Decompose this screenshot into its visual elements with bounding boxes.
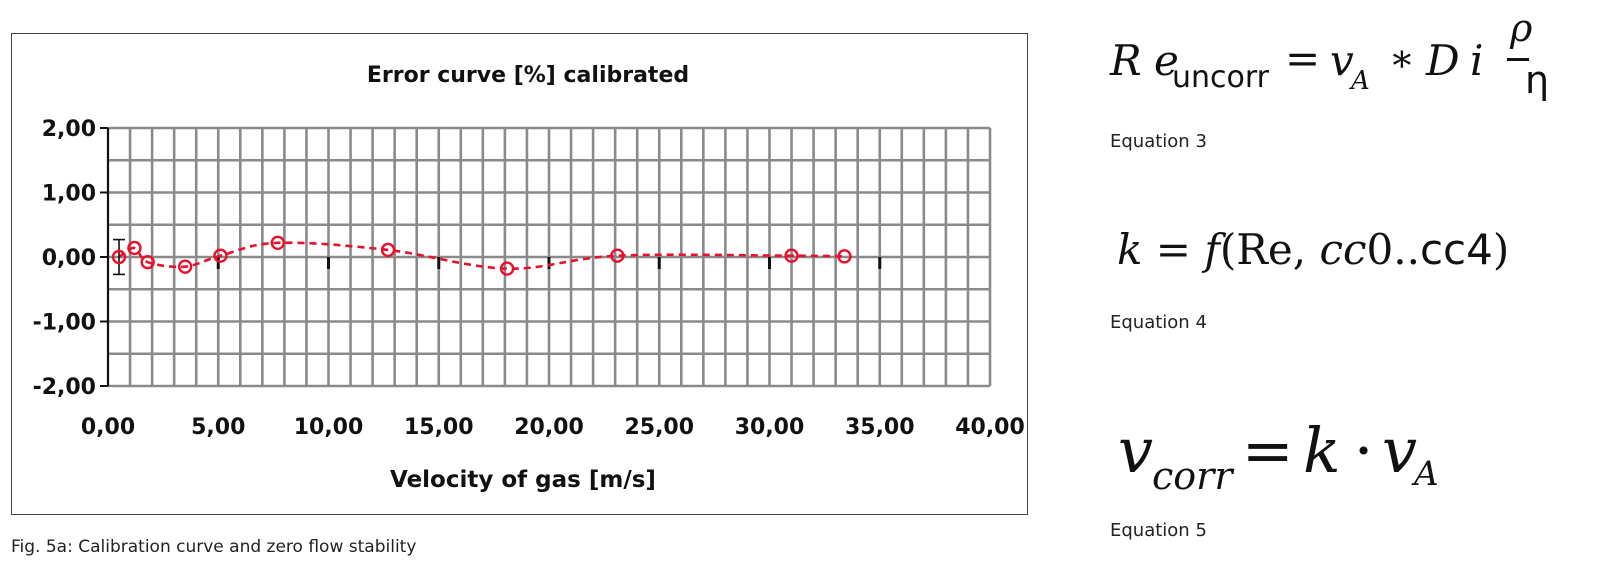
x-tick-label: 25,00	[624, 415, 694, 440]
y-tick-label: 1,00	[42, 182, 96, 207]
data-point	[213, 248, 228, 263]
grid	[108, 126, 992, 388]
eq4-args-open: (Re,	[1219, 225, 1320, 274]
eq5-sub-A: A	[1414, 454, 1439, 494]
data-point	[380, 242, 396, 258]
eq3-D: D	[1426, 36, 1460, 85]
eq4-args-close: )	[1492, 225, 1510, 274]
data-point	[837, 249, 852, 264]
eq3-sub-uncorr: uncorr	[1172, 60, 1270, 95]
eq4-cc4: cc4	[1419, 225, 1493, 274]
eq3-R: R	[1110, 36, 1142, 85]
eq5-dot: ·	[1334, 414, 1394, 487]
chart-frame: Error curve [%] calibrated 2,00 1,00 0,00 -…	[11, 33, 1028, 515]
x-tick-label: 5,00	[191, 415, 245, 440]
y-tick-label: 2,00	[42, 117, 96, 142]
eq5-equals: =	[1222, 414, 1314, 487]
series-line	[118, 241, 845, 270]
equation-3-label: Equation 3	[1110, 131, 1207, 152]
eq3-numerator: ρ	[1510, 6, 1533, 50]
chart-svg: Error curve [%] calibrated 2,00 1,00 0,00 -…	[33, 63, 1025, 493]
eq5-v2: v	[1382, 414, 1418, 487]
x-tick-label: 0,00	[81, 415, 135, 440]
y-tick-label: -1,00	[33, 311, 96, 336]
eq4-k: k	[1117, 225, 1143, 274]
data-point	[784, 248, 799, 263]
data-point	[140, 254, 155, 270]
eq4-equals: =	[1142, 225, 1205, 274]
eq5-k: k	[1303, 414, 1341, 487]
axes	[100, 127, 882, 387]
eq4-f: f	[1204, 225, 1220, 274]
y-tick-label: 0,00	[42, 246, 96, 271]
equation-5-label: Equation 5	[1110, 520, 1207, 541]
series-1	[111, 235, 852, 276]
equation-5: v corr = k · v A	[1118, 414, 1518, 504]
equation-4-label: Equation 4	[1110, 312, 1207, 333]
equation-4: k = f(Re, cc0..cc4)	[1117, 225, 1517, 285]
eq5-v: v	[1118, 414, 1154, 487]
data-point	[111, 249, 127, 265]
x-tick-label: 10,00	[294, 415, 364, 440]
figure-caption: Fig. 5a: Calibration curve and zero flow…	[11, 537, 417, 557]
eq3-e: e	[1154, 36, 1179, 85]
eq3-v: v	[1330, 36, 1354, 85]
eq3-v-sub: A	[1351, 66, 1370, 96]
data-point	[270, 235, 285, 251]
y-tick-label: -2,00	[33, 375, 96, 400]
eq5-sub-corr: corr	[1152, 454, 1233, 498]
x-axis-label: Velocity of gas [m/s]	[390, 467, 656, 493]
x-tick-label: 15,00	[404, 415, 474, 440]
eq3-denominator: η	[1525, 58, 1550, 102]
data-point	[610, 248, 625, 263]
x-tick-label: 35,00	[845, 415, 915, 440]
data-point	[127, 240, 142, 256]
x-tick-label: 30,00	[735, 415, 805, 440]
data-point	[177, 259, 193, 274]
eq4-cc: cc	[1319, 225, 1367, 274]
eq3-fraction-bar	[1507, 58, 1529, 61]
data-point	[499, 261, 515, 276]
eq4-range: 0..	[1366, 225, 1420, 274]
eq3-i: i	[1470, 36, 1484, 85]
equation-3: R e uncorr = v A ∗ D i ρ η	[1110, 6, 1570, 114]
eq3-equals: =	[1285, 34, 1321, 83]
x-tick-label: 40,00	[955, 415, 1025, 440]
tick-labels: 2,00 1,00 0,00 -1,00 -2,00 0,00 5,00 10,00 15,00…	[33, 117, 1025, 440]
x-tick-label: 20,00	[514, 415, 584, 440]
chart-title: Error curve [%] calibrated	[367, 63, 689, 88]
eq3-star: ∗	[1389, 36, 1415, 80]
